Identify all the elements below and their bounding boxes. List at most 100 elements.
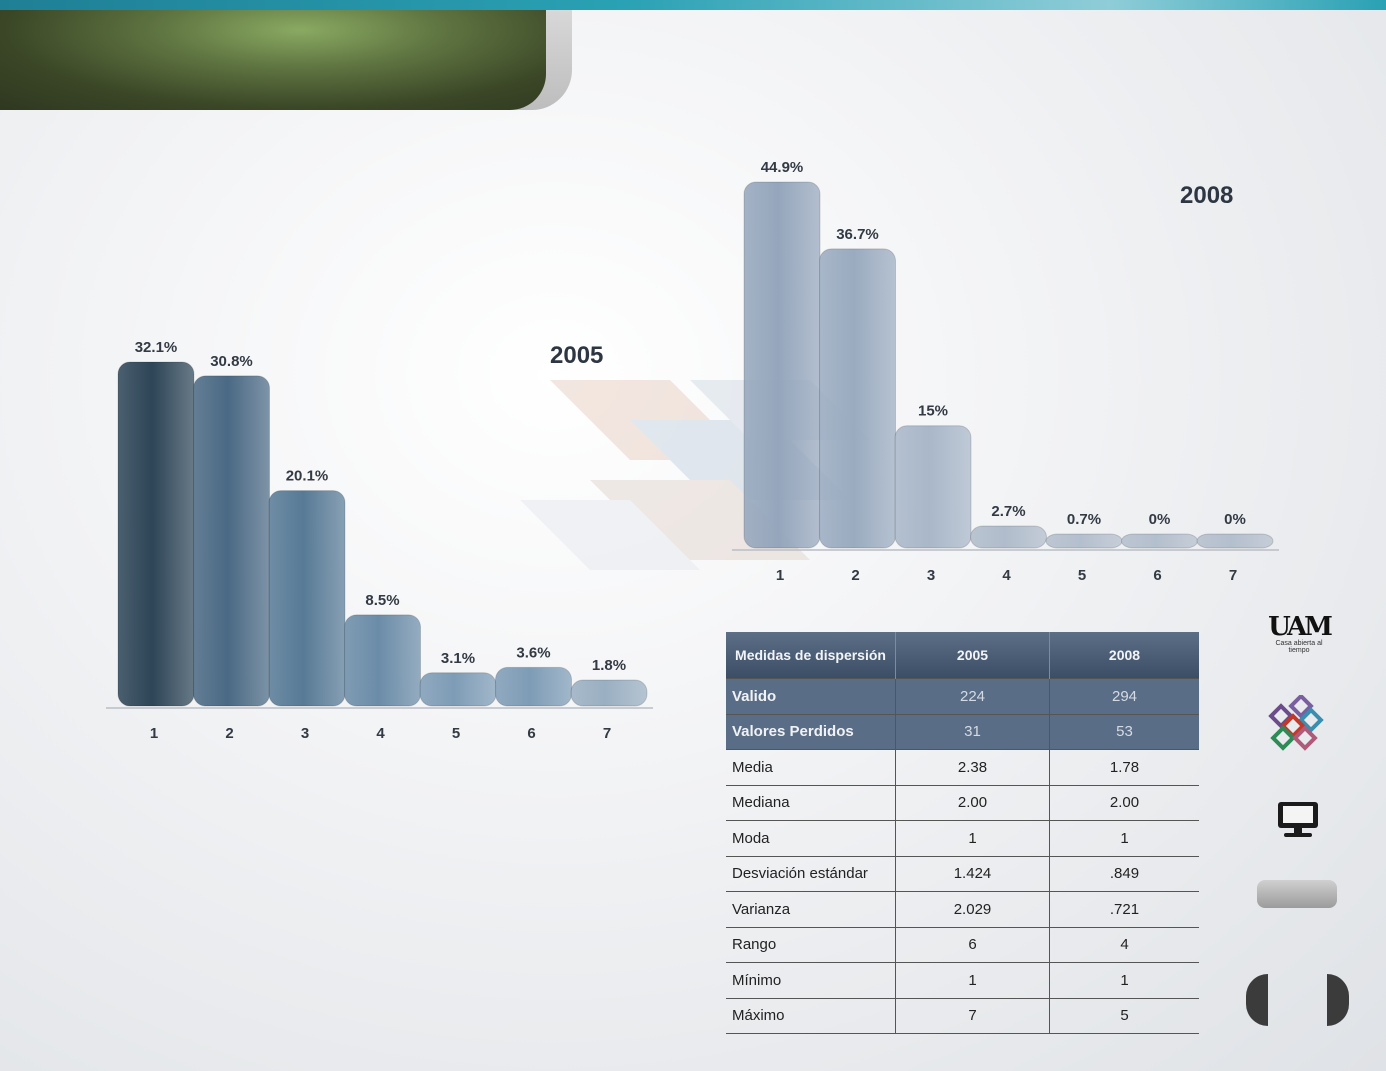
table-header-measure: Medidas de dispersión [726, 632, 896, 679]
data-label: 3.1% [441, 650, 475, 667]
bar-7 [1196, 533, 1274, 549]
table-cell: 1 [895, 962, 1050, 998]
table-row-label: Valores Perdidos [726, 713, 896, 750]
table-cell: 1.78 [1049, 749, 1199, 785]
table-row: Desviación estándar 1.424.849 [726, 855, 1199, 892]
dispersion-table: Medidas de dispersión 2005 2008 Valido 22… [726, 632, 1199, 1034]
data-label: 0% [1224, 511, 1246, 528]
chart-2008: 44.9% 1 36.7% 2 15% 3 2.7% 4 0.7% 5 0% 6 0% 7 [732, 159, 1279, 584]
chart-2005-title: 2005 [550, 342, 604, 369]
table-cell: 1 [895, 820, 1050, 856]
table-cell: 7 [895, 997, 1050, 1034]
chart-2008-title: 2008 [1180, 182, 1234, 209]
table-cell: 53 [1049, 713, 1199, 750]
table-row-label: Mínimo [726, 962, 896, 998]
table-cell: 2.38 [895, 749, 1050, 785]
bar-6 [1121, 533, 1198, 549]
table-row-label: Mediana [726, 784, 896, 821]
bar-2 [193, 375, 270, 707]
bar-6 [495, 666, 572, 707]
table-cell: 4 [1049, 926, 1199, 963]
data-label: 2.7% [991, 503, 1025, 520]
table-row-label: Varianza [726, 891, 896, 927]
table-row-label: Media [726, 749, 896, 785]
x-tick-label: 6 [1153, 567, 1161, 584]
table-header-2005: 2005 [895, 632, 1050, 679]
data-label: 1.8% [592, 657, 626, 674]
x-tick-label: 4 [1002, 567, 1011, 584]
uam-logo-tagline: Casa abierta al tiempo [1275, 640, 1323, 654]
table-cell: 294 [1049, 678, 1199, 714]
bar-2 [819, 248, 896, 549]
table-cell: 6 [895, 926, 1050, 963]
top-accent-strip [0, 0, 1386, 10]
previous-slide-button[interactable] [1246, 974, 1268, 1026]
table-cell: 1.424 [895, 855, 1050, 892]
data-label: 8.5% [365, 592, 399, 609]
bar-4 [970, 525, 1047, 549]
data-label: 30.8% [210, 353, 253, 370]
monitor-icon[interactable] [1276, 800, 1320, 838]
bar-3 [268, 490, 346, 707]
chart-2005: 32.1% 1 30.8% 2 20.1% 3 8.5% 4 3.1% 5 3.6% 6 1.8% 7 [106, 339, 653, 742]
bar-5 [419, 672, 497, 707]
x-tick-label: 6 [527, 725, 535, 742]
table-cell: .849 [1049, 855, 1199, 892]
x-tick-label: 4 [376, 725, 385, 742]
x-tick-label: 1 [150, 725, 158, 742]
bar-5 [1045, 533, 1123, 549]
table-row-label: Moda [726, 820, 896, 856]
bar-1 [743, 181, 821, 549]
table-row-label: Máximo [726, 997, 896, 1034]
table-cell: 1 [1049, 962, 1199, 998]
table-row: Mínimo 1 1 [726, 962, 1199, 998]
data-label: 15% [918, 403, 948, 420]
table-header-row: Medidas de dispersión 2005 2008 [726, 632, 1199, 679]
table-header-2008: 2008 [1049, 632, 1199, 679]
next-slide-button[interactable] [1327, 974, 1349, 1026]
data-label: 0.7% [1067, 511, 1101, 528]
table-cell: 2.029 [895, 891, 1050, 927]
table-row: Moda 1 1 [726, 820, 1199, 856]
bar-3 [894, 425, 972, 549]
table-cell: 31 [895, 713, 1050, 750]
data-label: 3.6% [516, 644, 550, 661]
table-cell: 1 [1049, 820, 1199, 856]
table-cell: 2.00 [1049, 784, 1199, 821]
x-tick-label: 3 [927, 567, 935, 584]
x-tick-label: 1 [776, 567, 784, 584]
x-tick-label: 7 [603, 725, 611, 742]
data-label: 32.1% [135, 339, 178, 356]
x-tick-label: 2 [851, 567, 859, 584]
uam-logo-mark: UAM [1268, 612, 1333, 642]
cubes-icon[interactable] [1268, 695, 1326, 751]
table-cell: 5 [1049, 997, 1199, 1034]
data-label: 36.7% [836, 226, 879, 243]
table-row: Máximo 7 5 [726, 997, 1199, 1034]
table-row: Valores Perdidos 31 53 [726, 713, 1199, 750]
menu-button[interactable] [1257, 880, 1337, 908]
data-label: 44.9% [761, 159, 804, 176]
x-tick-label: 2 [225, 725, 233, 742]
table-cell: .721 [1049, 891, 1199, 927]
data-label: 20.1% [286, 468, 329, 485]
table-row: Mediana 2.00 2.00 [726, 784, 1199, 821]
data-label: 0% [1149, 511, 1171, 528]
table-cell: 224 [895, 678, 1050, 714]
table-row: Valido 224 294 [726, 678, 1199, 714]
bar-7 [570, 679, 648, 707]
x-tick-label: 3 [301, 725, 309, 742]
uam-logo-icon[interactable]: UAM Casa abierta al tiempo [1264, 612, 1334, 654]
table-row-label: Desviación estándar [726, 855, 896, 892]
x-tick-label: 5 [452, 725, 460, 742]
bar-4 [344, 614, 421, 707]
header-banner [0, 10, 546, 110]
table-row: Varianza 2.029.721 [726, 891, 1199, 927]
table-row-label: Rango [726, 926, 896, 963]
table-row: Rango 6 4 [726, 926, 1199, 963]
x-tick-label: 7 [1229, 567, 1237, 584]
table-cell: 2.00 [895, 784, 1050, 821]
bar-1 [117, 361, 195, 707]
table-row-label: Valido [726, 678, 896, 714]
table-row: Media 2.38 1.78 [726, 749, 1199, 785]
